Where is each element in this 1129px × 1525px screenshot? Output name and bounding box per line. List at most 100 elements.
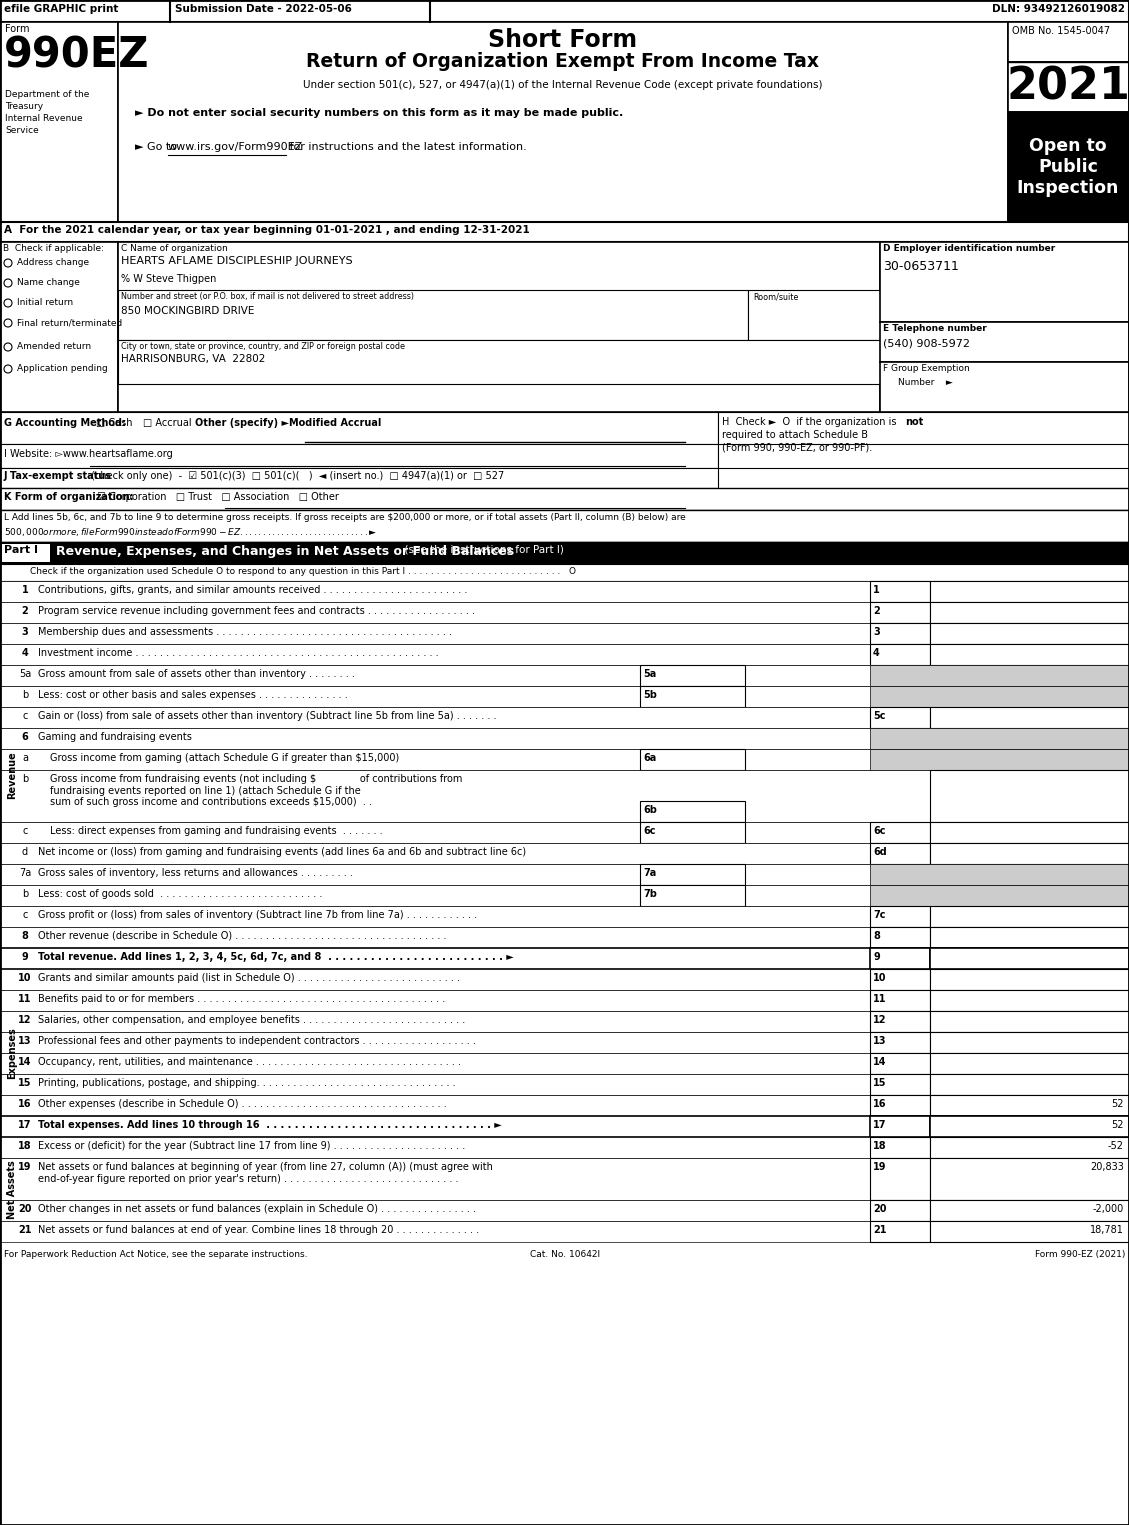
Text: 10: 10 xyxy=(18,973,32,984)
Text: Other changes in net assets or fund balances (explain in Schedule O) . . . . . .: Other changes in net assets or fund bala… xyxy=(38,1205,476,1214)
Bar xyxy=(930,1116,1129,1138)
Bar xyxy=(930,1011,1129,1032)
Text: not: not xyxy=(905,416,924,427)
Text: Occupancy, rent, utilities, and maintenance . . . . . . . . . . . . . . . . . . : Occupancy, rent, utilities, and maintena… xyxy=(38,1057,461,1067)
Text: Net assets or fund balances at beginning of year (from line 27, column (A)) (mus: Net assets or fund balances at beginning… xyxy=(38,1162,493,1183)
Bar xyxy=(0,1200,1129,1222)
Text: Under section 501(c), 527, or 4947(a)(1) of the Internal Revenue Code (except pr: Under section 501(c), 527, or 4947(a)(1)… xyxy=(304,79,823,90)
Bar xyxy=(0,865,1129,884)
Text: 4: 4 xyxy=(21,648,28,657)
Bar xyxy=(640,665,745,686)
Bar xyxy=(870,1157,930,1200)
Text: ► Do not enter social security numbers on this form as it may be made public.: ► Do not enter social security numbers o… xyxy=(135,108,623,117)
Bar xyxy=(870,865,1129,884)
Text: Total expenses. Add lines 10 through 16  . . . . . . . . . . . . . . . . . . . .: Total expenses. Add lines 10 through 16 … xyxy=(38,1119,501,1130)
Text: 2021: 2021 xyxy=(1006,66,1129,108)
Bar xyxy=(930,1032,1129,1052)
Bar xyxy=(0,1095,1129,1116)
Bar xyxy=(870,1200,930,1222)
Bar xyxy=(930,927,1129,949)
Bar xyxy=(0,1116,1129,1138)
Text: 20: 20 xyxy=(873,1205,886,1214)
Text: 18,781: 18,781 xyxy=(1091,1225,1124,1235)
Text: for instructions and the latest information.: for instructions and the latest informat… xyxy=(286,142,527,152)
Bar xyxy=(870,665,1129,686)
Text: 12: 12 xyxy=(873,1016,886,1025)
Text: 21: 21 xyxy=(873,1225,886,1235)
Text: H  Check ►  O  if the organization is: H Check ► O if the organization is xyxy=(723,416,900,427)
Text: Form 990-EZ (2021): Form 990-EZ (2021) xyxy=(1034,1250,1124,1260)
Bar xyxy=(870,884,1129,906)
Text: Gaming and fundraising events: Gaming and fundraising events xyxy=(38,732,192,743)
Text: 13: 13 xyxy=(18,1035,32,1046)
Bar xyxy=(930,1200,1129,1222)
Bar xyxy=(870,727,1129,749)
Bar xyxy=(0,624,1129,644)
Text: I Website: ▻www.heartsaflame.org: I Website: ▻www.heartsaflame.org xyxy=(5,448,173,459)
Text: 990EZ: 990EZ xyxy=(5,34,149,76)
Text: 19: 19 xyxy=(18,1162,32,1173)
Bar xyxy=(1008,21,1129,63)
Bar xyxy=(930,990,1129,1011)
Text: efile GRAPHIC print: efile GRAPHIC print xyxy=(5,5,119,14)
Text: 7a: 7a xyxy=(644,868,656,878)
Bar xyxy=(0,1074,1129,1095)
Bar xyxy=(930,1074,1129,1095)
Text: □ Cash: □ Cash xyxy=(96,418,132,429)
Text: c: c xyxy=(23,827,28,836)
Text: Department of the: Department of the xyxy=(5,90,89,99)
Text: Gross profit or (loss) from sales of inventory (Subtract line 7b from line 7a) .: Gross profit or (loss) from sales of inv… xyxy=(38,910,478,920)
Bar xyxy=(0,884,1129,906)
Text: 11: 11 xyxy=(18,994,32,1003)
Text: Less: cost of goods sold  . . . . . . . . . . . . . . . . . . . . . . . . . . .: Less: cost of goods sold . . . . . . . .… xyxy=(38,889,323,900)
Text: For Paperwork Reduction Act Notice, see the separate instructions.: For Paperwork Reduction Act Notice, see … xyxy=(5,1250,307,1260)
Bar xyxy=(718,412,1129,467)
Text: 17: 17 xyxy=(873,1119,886,1130)
Text: required to attach Schedule B: required to attach Schedule B xyxy=(723,430,868,441)
Bar xyxy=(870,686,1129,708)
Bar xyxy=(640,865,745,884)
Text: Other expenses (describe in Schedule O) . . . . . . . . . . . . . . . . . . . . : Other expenses (describe in Schedule O) … xyxy=(38,1100,447,1109)
Bar xyxy=(870,708,930,727)
Text: Expenses: Expenses xyxy=(7,1028,17,1078)
Bar xyxy=(640,884,745,906)
Text: Final return/terminated: Final return/terminated xyxy=(17,319,122,326)
Text: Other revenue (describe in Schedule O) . . . . . . . . . . . . . . . . . . . . .: Other revenue (describe in Schedule O) .… xyxy=(38,930,446,941)
Bar xyxy=(870,906,930,927)
Text: 20: 20 xyxy=(18,1205,32,1214)
Bar xyxy=(930,581,1129,602)
Text: 52: 52 xyxy=(1111,1119,1124,1130)
Bar xyxy=(930,770,1129,822)
Text: 6a: 6a xyxy=(644,753,656,762)
Bar xyxy=(640,749,745,770)
Bar xyxy=(930,1138,1129,1157)
Text: DLN: 93492126019082: DLN: 93492126019082 xyxy=(992,5,1124,14)
Text: 3: 3 xyxy=(873,627,879,637)
Bar xyxy=(870,990,930,1011)
Text: Salaries, other compensation, and employee benefits . . . . . . . . . . . . . . : Salaries, other compensation, and employ… xyxy=(38,1016,465,1025)
Text: Less: cost or other basis and sales expenses . . . . . . . . . . . . . . .: Less: cost or other basis and sales expe… xyxy=(38,689,348,700)
Text: Professional fees and other payments to independent contractors . . . . . . . . : Professional fees and other payments to … xyxy=(38,1035,476,1046)
Text: c: c xyxy=(23,711,28,721)
Bar xyxy=(870,1222,930,1241)
Text: 9: 9 xyxy=(21,952,28,962)
Bar xyxy=(1008,111,1129,223)
Bar xyxy=(0,749,1129,770)
Bar xyxy=(1008,63,1129,111)
Text: 7b: 7b xyxy=(644,889,657,900)
Bar xyxy=(930,1157,1129,1200)
Text: Gross sales of inventory, less returns and allowances . . . . . . . . .: Gross sales of inventory, less returns a… xyxy=(38,868,353,878)
Bar xyxy=(0,927,1129,949)
Text: (check only one)  -  ☑ 501(c)(3)  □ 501(c)(   )  ◄ (insert no.)  □ 4947(a)(1) or: (check only one) - ☑ 501(c)(3) □ 501(c)(… xyxy=(88,471,505,480)
Text: Room/suite: Room/suite xyxy=(753,291,798,300)
Text: 20,833: 20,833 xyxy=(1091,1162,1124,1173)
Bar xyxy=(0,564,1129,581)
Text: Address change: Address change xyxy=(17,258,89,267)
Text: $500,000 or more, file Form 990 instead of Form 990-EZ . . . . . . . . . . . . .: $500,000 or more, file Form 990 instead … xyxy=(5,526,377,538)
Bar xyxy=(930,968,1129,990)
Bar xyxy=(930,1052,1129,1074)
Text: (540) 908-5972: (540) 908-5972 xyxy=(883,339,970,348)
Text: www.irs.gov/Form990EZ: www.irs.gov/Form990EZ xyxy=(168,142,304,152)
Text: 7c: 7c xyxy=(873,910,885,920)
Bar xyxy=(0,581,1129,602)
